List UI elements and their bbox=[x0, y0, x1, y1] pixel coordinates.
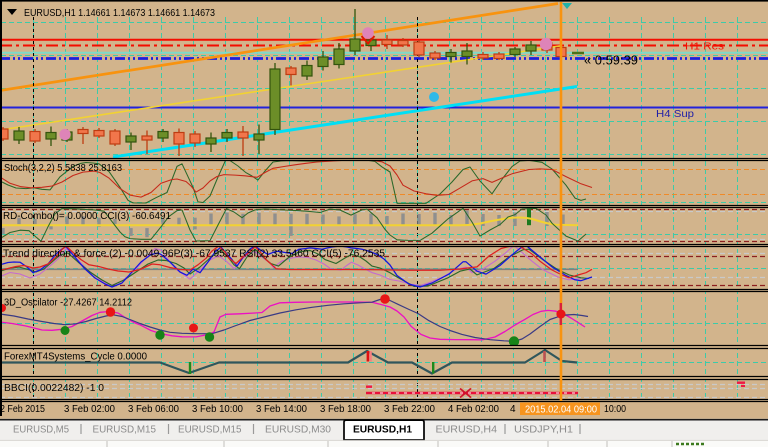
svg-text:EURUSD,M15: EURUSD,M15 bbox=[93, 423, 157, 435]
svg-text:3 Feb 14:00: 3 Feb 14:00 bbox=[256, 404, 307, 415]
svg-text:H4 Sup: H4 Sup bbox=[656, 108, 694, 120]
svg-text:4 Feb 02:00: 4 Feb 02:00 bbox=[448, 404, 499, 415]
svg-text:EURUSD,M5: EURUSD,M5 bbox=[13, 423, 69, 435]
svg-text:USDJPY,H1: USDJPY,H1 bbox=[514, 423, 573, 435]
svg-text:3D_Oscilator -27.4267 14.2112: 3D_Oscilator -27.4267 14.2112 bbox=[4, 297, 132, 308]
svg-text:Stoch(3,2,2) 5.5838 25.8163: Stoch(3,2,2) 5.5838 25.8163 bbox=[4, 163, 122, 174]
svg-text:3 Feb 02:00: 3 Feb 02:00 bbox=[64, 404, 115, 415]
svg-text:BBCI(0.0022482) -1 0: BBCI(0.0022482) -1 0 bbox=[4, 383, 104, 394]
svg-text:ForexMT4Systems_Cycle 0.0000: ForexMT4Systems_Cycle 0.0000 bbox=[4, 351, 147, 362]
svg-text:RD-Combo()= 0.0000 CCI(3) -6: RD-Combo()= 0.0000 CCI(3) -60.6491 bbox=[3, 211, 171, 222]
svg-text:EURUSD,H4: EURUSD,H4 bbox=[436, 423, 498, 435]
svg-text:2015.02.04 09:00: 2015.02.04 09:00 bbox=[525, 404, 597, 415]
svg-text:3 Feb 10:00: 3 Feb 10:00 bbox=[192, 404, 243, 415]
svg-text:EURUSD,H1 1.14661 1.14673 1.1: EURUSD,H1 1.14661 1.14673 1.14661 1.1467… bbox=[24, 7, 215, 19]
svg-text:4: 4 bbox=[510, 404, 516, 415]
svg-text:EURUSD,H1: EURUSD,H1 bbox=[353, 423, 412, 435]
svg-text:3 Feb 18:00: 3 Feb 18:00 bbox=[320, 404, 371, 415]
svg-text:EURUSD,M30: EURUSD,M30 bbox=[265, 423, 331, 435]
svg-text:« 0:59:39: « 0:59:39 bbox=[584, 54, 638, 68]
svg-text:H1 Res: H1 Res bbox=[685, 41, 724, 53]
svg-text:EURUSD,M15: EURUSD,M15 bbox=[178, 423, 242, 435]
svg-text:3 Feb 22:00: 3 Feb 22:00 bbox=[384, 404, 435, 415]
svg-text:2 Feb 2015: 2 Feb 2015 bbox=[0, 404, 45, 415]
svg-text:Trend direction & force (2) -0: Trend direction & force (2) -0.0049 96P(… bbox=[3, 248, 385, 259]
svg-text:10:00: 10:00 bbox=[604, 404, 626, 415]
svg-text:3 Feb 06:00: 3 Feb 06:00 bbox=[128, 404, 179, 415]
